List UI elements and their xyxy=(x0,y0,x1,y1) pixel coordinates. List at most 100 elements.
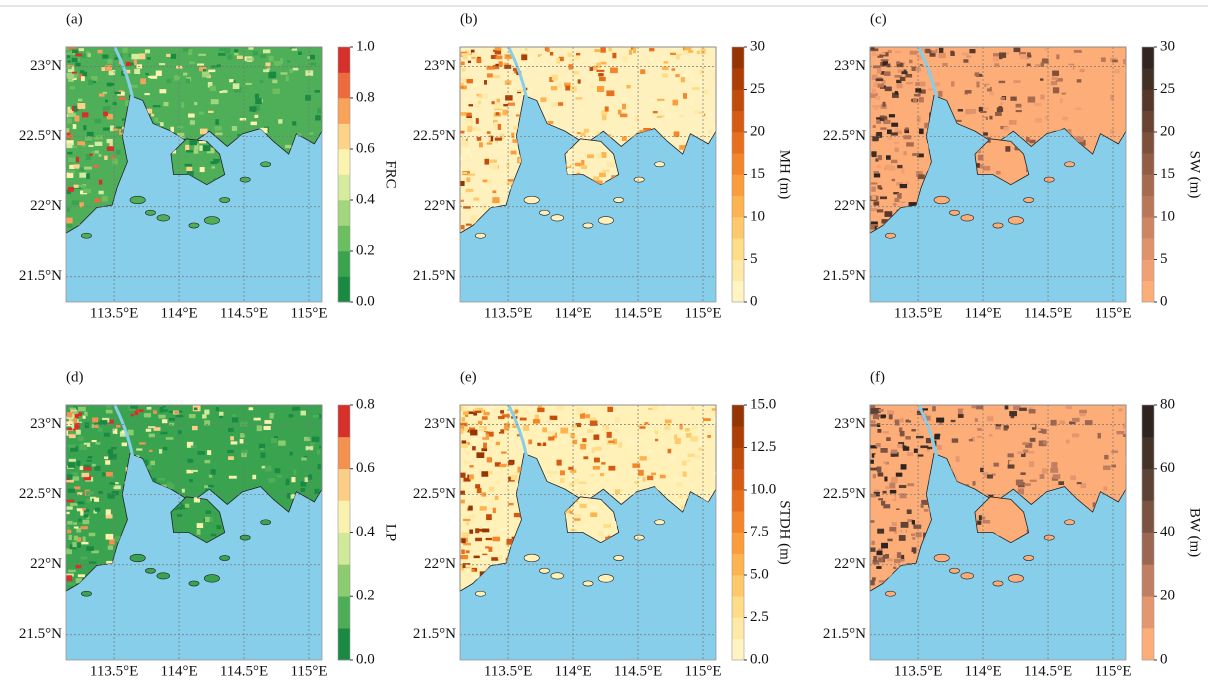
land-pixel xyxy=(492,456,498,459)
land-pixel xyxy=(1003,427,1008,431)
land-pixel xyxy=(305,70,314,76)
land-pixel xyxy=(1029,451,1035,454)
land-pixel xyxy=(872,577,876,581)
y-tick-label: 22.5°N xyxy=(823,486,866,502)
land-pixel xyxy=(1116,430,1125,435)
land-pixel xyxy=(872,511,880,514)
land-pixel xyxy=(1007,464,1015,469)
land-pixel xyxy=(931,48,938,54)
islet xyxy=(1043,176,1055,183)
land-pixel xyxy=(607,406,614,412)
colorbar-frame xyxy=(337,46,351,303)
land-pixel xyxy=(1112,124,1118,130)
land-pixel xyxy=(202,145,211,152)
land-pixel xyxy=(670,47,678,54)
land-pixel xyxy=(1072,433,1080,438)
land-pixel xyxy=(106,138,113,144)
land-pixel xyxy=(495,480,500,484)
islet xyxy=(129,553,146,563)
land-pixel xyxy=(626,84,631,89)
land-pixel xyxy=(66,506,73,510)
land-pixel xyxy=(278,440,286,446)
islet xyxy=(582,222,594,229)
land-pixel xyxy=(112,102,117,106)
land-pixel xyxy=(66,416,71,420)
land-pixel xyxy=(186,150,194,153)
land-pixel xyxy=(876,131,883,138)
land-pixel xyxy=(917,174,925,180)
land-pixel xyxy=(916,153,924,158)
land-pixel xyxy=(497,427,501,432)
land-pixel xyxy=(1020,452,1026,457)
land-pixel xyxy=(287,60,291,63)
land-pixel xyxy=(236,55,243,59)
land-pixel xyxy=(204,485,211,489)
land-pixel xyxy=(994,63,1000,67)
land-pixel xyxy=(596,62,602,69)
land-pixel xyxy=(150,460,156,466)
land-pixel xyxy=(77,492,83,496)
land-pixel xyxy=(120,129,126,133)
land-pixel xyxy=(495,140,503,144)
land-pixel xyxy=(492,197,500,204)
x-tick-label: 115°E xyxy=(290,663,327,679)
land-pixel xyxy=(181,488,185,493)
land-pixel xyxy=(73,184,79,188)
land-pixel xyxy=(308,474,313,480)
colorbar-segment xyxy=(338,174,350,201)
land-pixel xyxy=(460,564,465,571)
land-pixel xyxy=(510,150,517,155)
islet xyxy=(188,580,200,587)
x-tick-label: 114.5°E xyxy=(220,663,268,679)
land-pixel xyxy=(919,47,924,51)
land-pixel xyxy=(264,420,272,424)
river xyxy=(113,46,135,99)
land-pixel xyxy=(289,451,293,456)
land-pixel xyxy=(484,548,489,554)
colorbar-segment xyxy=(732,447,744,470)
land-pixel xyxy=(871,162,880,168)
land-pixel xyxy=(127,53,133,57)
land-pixel xyxy=(107,419,114,424)
land-pixel xyxy=(896,61,901,65)
land-pixel xyxy=(493,120,498,124)
land-pixel xyxy=(83,508,90,513)
land-pixel xyxy=(127,429,134,436)
x-tick-label: 113.5°E xyxy=(894,305,942,321)
land-pixel xyxy=(511,536,515,540)
land-pixel xyxy=(140,78,146,85)
land-pixel xyxy=(583,445,592,450)
land-pixel xyxy=(498,429,505,434)
land-pixel xyxy=(460,86,464,89)
land-pixel xyxy=(102,91,108,95)
land-pixel xyxy=(598,530,605,537)
land-pixel xyxy=(1052,474,1061,479)
colorbar-segment xyxy=(732,110,744,133)
land-pixel xyxy=(1041,468,1048,474)
land-pixel xyxy=(66,474,73,480)
land-pixel xyxy=(618,442,622,448)
land-pixel xyxy=(1017,488,1025,494)
land-pixel xyxy=(684,47,692,53)
land-pixel xyxy=(512,67,518,72)
land-pixel xyxy=(105,65,113,71)
land-pixel xyxy=(130,413,134,417)
land-pixel xyxy=(901,168,905,174)
land-pixel xyxy=(588,505,596,511)
land-pixel xyxy=(208,484,214,488)
land-pixel xyxy=(463,53,471,56)
colorbar-segment xyxy=(1142,132,1154,154)
land-pixel xyxy=(492,64,500,70)
land-pixel xyxy=(871,74,878,81)
land-pixel xyxy=(905,419,912,423)
land-pixel xyxy=(955,456,960,462)
land-pixel xyxy=(569,510,573,514)
land-pixel xyxy=(67,109,74,114)
islet xyxy=(960,572,974,580)
land-pixel xyxy=(872,438,878,441)
river xyxy=(917,404,939,457)
land-pixel xyxy=(1040,78,1044,81)
land-pixel xyxy=(599,76,606,82)
land-pixel xyxy=(506,162,510,168)
land-pixel xyxy=(473,555,480,559)
